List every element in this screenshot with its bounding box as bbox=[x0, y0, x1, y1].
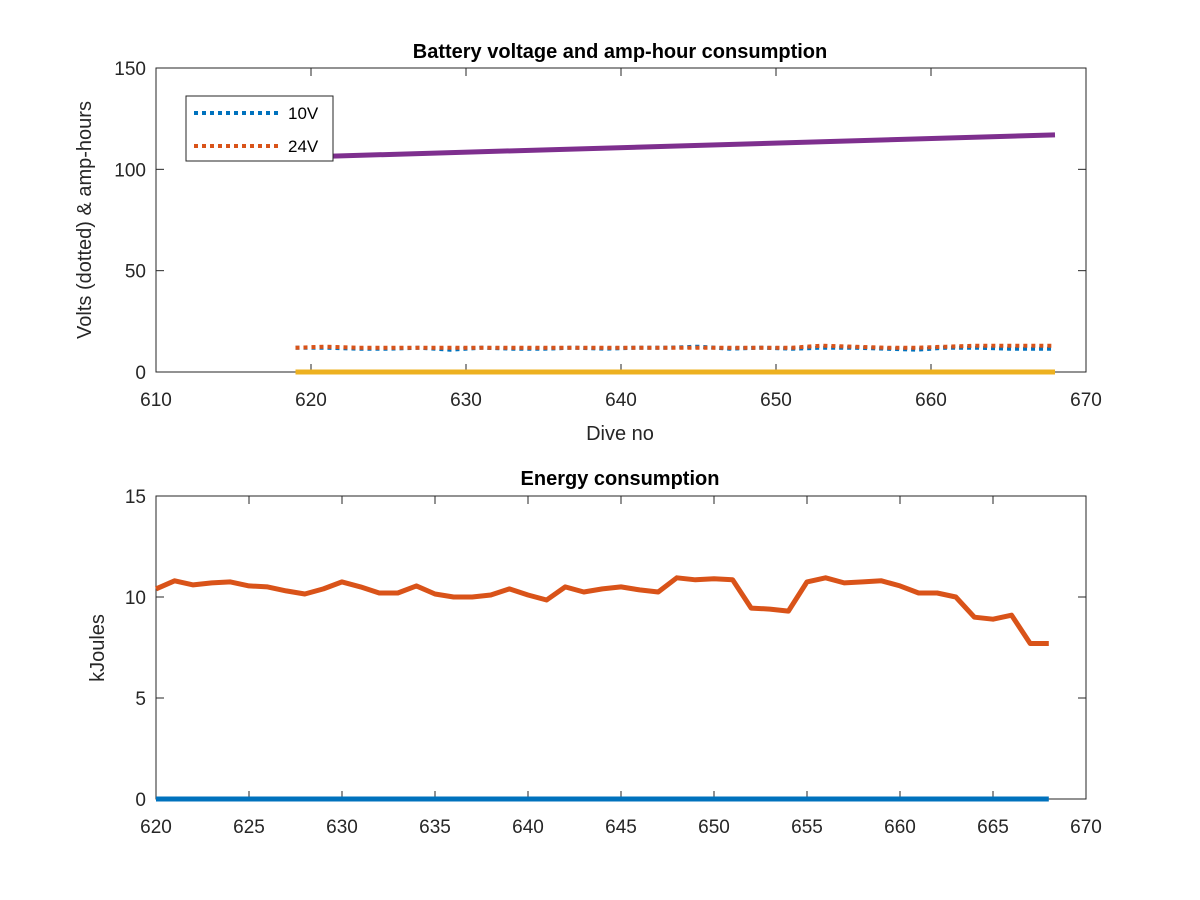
legend-box bbox=[185, 95, 334, 162]
x-tick-label: 620 bbox=[140, 817, 172, 838]
legend-label-24v: 24V bbox=[288, 137, 319, 156]
x-tick-label: 620 bbox=[295, 390, 327, 411]
x-tick-label: 640 bbox=[512, 817, 544, 838]
y-tick-label: 15 bbox=[125, 487, 146, 508]
x-tick-label: 660 bbox=[884, 817, 916, 838]
x-tick-label: 655 bbox=[791, 817, 823, 838]
y-tick-label: 100 bbox=[114, 160, 146, 181]
chart-energy-consumption: Energy consumption kJoules 620 625 630 635 6… bbox=[87, 468, 1102, 838]
plot-area: 610 620 630 640 650 660 670 0 50 100 150 bbox=[114, 59, 1102, 411]
x-tick-label: 625 bbox=[233, 817, 265, 838]
y-tick-label: 50 bbox=[125, 262, 146, 283]
y-tick-label: 5 bbox=[135, 689, 146, 710]
y-tick-label: 150 bbox=[114, 59, 146, 80]
x-tick-label: 635 bbox=[419, 817, 451, 838]
legend-label-10v: 10V bbox=[288, 104, 319, 123]
x-tick-label: 670 bbox=[1070, 390, 1102, 411]
legend: 10V 24V bbox=[185, 95, 334, 162]
chart-title: Energy consumption bbox=[521, 468, 720, 490]
plot-area: 620 625 630 635 640 645 650 655 660 665 670 0 5 10 15 bbox=[125, 487, 1102, 838]
x-tick-label: 670 bbox=[1070, 817, 1102, 838]
series-line-3 bbox=[295, 132, 1056, 160]
x-tick-label: 640 bbox=[605, 390, 637, 411]
x-tick-label: 630 bbox=[326, 817, 358, 838]
x-tick-label: 645 bbox=[605, 817, 637, 838]
y-tick-label: 0 bbox=[135, 363, 146, 384]
x-tick-label: 650 bbox=[760, 390, 792, 411]
y-tick-label: 10 bbox=[125, 588, 146, 609]
x-axis-label: Dive no bbox=[586, 423, 654, 445]
y-axis-label: Volts (dotted) & amp-hours bbox=[74, 101, 96, 339]
y-axis-label: kJoules bbox=[87, 614, 109, 682]
series-line-24v bbox=[295, 343, 1055, 350]
chart-title: Battery voltage and amp-hour consumption bbox=[413, 41, 827, 63]
x-tick-label: 665 bbox=[977, 817, 1009, 838]
x-tick-label: 610 bbox=[140, 390, 172, 411]
y-tick-label: 0 bbox=[135, 790, 146, 811]
x-tick-label: 660 bbox=[915, 390, 947, 411]
chart-battery-voltage: Battery voltage and amp-hour consumption… bbox=[74, 41, 1102, 445]
series-line-2 bbox=[155, 575, 1049, 646]
x-tick-label: 630 bbox=[450, 390, 482, 411]
x-tick-label: 650 bbox=[698, 817, 730, 838]
